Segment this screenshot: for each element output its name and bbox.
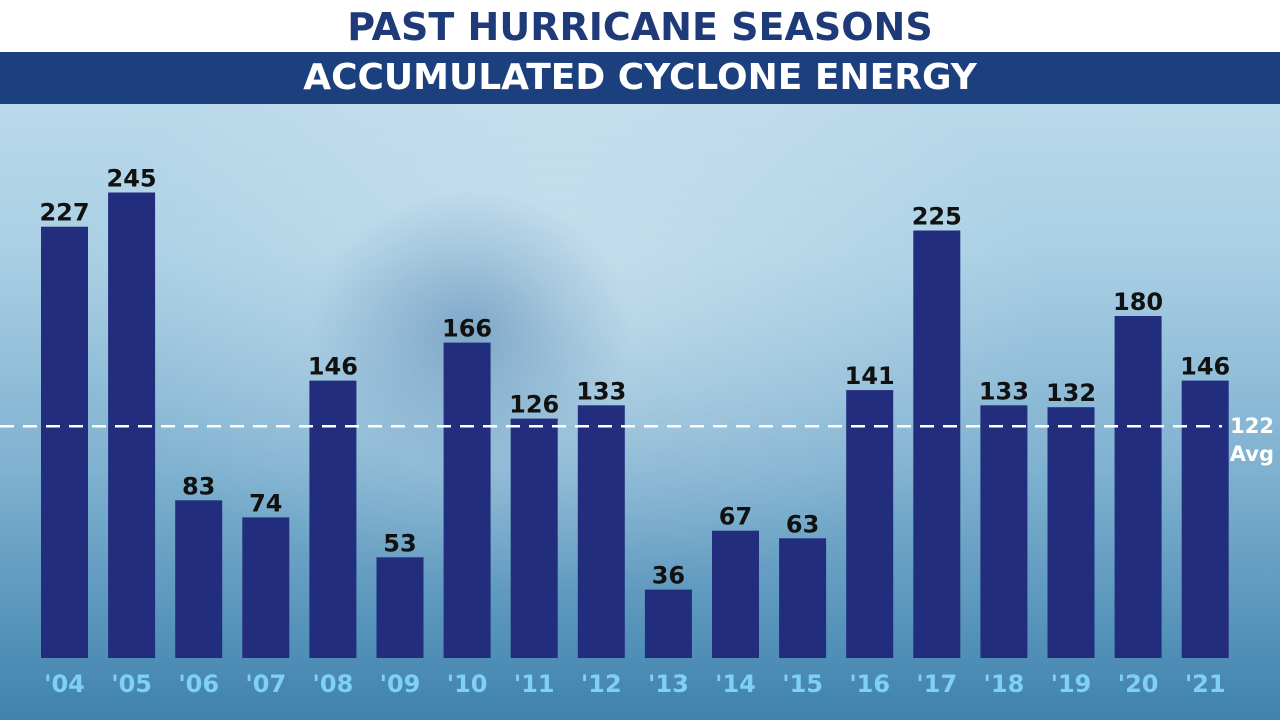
value-label-4: 146: [308, 353, 358, 381]
bar-3: [242, 517, 290, 658]
chart-subtitle: ACCUMULATED CYCLONE ENERGY: [303, 57, 977, 98]
bar-8: [577, 405, 625, 658]
x-tick-label-14: '18: [984, 670, 1025, 698]
bar-11: [779, 538, 827, 658]
bar-6: [443, 342, 491, 658]
value-label-1: 245: [107, 165, 157, 193]
chart-title: PAST HURRICANE SEASONS: [347, 5, 933, 49]
x-tick-label-8: '12: [581, 670, 622, 698]
average-text-label: Avg: [1230, 442, 1274, 466]
value-label-3: 74: [249, 489, 282, 517]
x-tick-label-10: '14: [715, 670, 756, 698]
value-label-7: 126: [509, 391, 559, 419]
value-label-12: 141: [845, 362, 895, 390]
value-label-9: 36: [652, 562, 685, 590]
bar-16: [1114, 316, 1162, 658]
bar-0: [41, 226, 88, 658]
x-tick-label-0: '04: [44, 670, 85, 698]
bar-5: [376, 557, 424, 658]
x-tick-label-11: '15: [782, 670, 823, 698]
x-tick-label-3: '07: [245, 670, 286, 698]
value-label-15: 132: [1046, 379, 1096, 407]
bar-15: [1047, 407, 1095, 658]
value-label-8: 133: [576, 377, 626, 405]
x-tick-label-16: '20: [1118, 670, 1159, 698]
x-tick-label-2: '06: [178, 670, 219, 698]
title-bar: PAST HURRICANE SEASONS: [0, 0, 1280, 52]
x-tick-label-4: '08: [313, 670, 354, 698]
bar-4: [309, 380, 357, 658]
bars-group: 227 '04 245 '05 83 '06 74 '07 146 '08 53 '09 166 '10 1…: [39, 165, 1230, 699]
average-group: 122 Avg: [0, 414, 1274, 466]
value-label-6: 166: [442, 315, 492, 343]
x-tick-label-1: '05: [111, 670, 152, 698]
bar-14: [980, 405, 1028, 658]
average-value-label: 122: [1230, 414, 1274, 438]
x-tick-label-7: '11: [514, 670, 555, 698]
value-label-0: 227: [39, 199, 89, 227]
bar-12: [846, 390, 894, 658]
bar-13: [913, 230, 961, 658]
x-tick-label-6: '10: [447, 670, 488, 698]
value-label-11: 63: [786, 510, 819, 538]
value-label-2: 83: [182, 472, 215, 500]
value-label-13: 225: [912, 203, 962, 231]
x-tick-label-5: '09: [380, 670, 421, 698]
x-tick-label-12: '16: [849, 670, 890, 698]
bar-10: [712, 530, 759, 658]
bar-17: [1181, 380, 1229, 658]
bar-7: [510, 418, 558, 658]
x-tick-label-15: '19: [1051, 670, 1092, 698]
x-tick-label-13: '17: [916, 670, 957, 698]
value-label-5: 53: [383, 529, 416, 557]
value-label-14: 133: [979, 377, 1029, 405]
subtitle-bar: ACCUMULATED CYCLONE ENERGY: [0, 52, 1280, 104]
value-label-10: 67: [719, 503, 752, 531]
bar-9: [644, 589, 692, 658]
bar-2: [175, 500, 223, 658]
value-label-17: 146: [1180, 353, 1230, 381]
value-label-16: 180: [1113, 288, 1163, 316]
x-tick-label-17: '21: [1185, 670, 1226, 698]
x-tick-label-9: '13: [648, 670, 689, 698]
